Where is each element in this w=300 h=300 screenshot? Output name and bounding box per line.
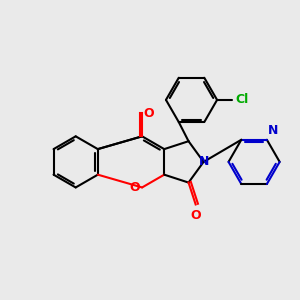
Text: N: N (198, 155, 209, 168)
Text: N: N (268, 124, 279, 137)
Text: O: O (144, 107, 154, 120)
Text: O: O (190, 209, 201, 222)
Text: Cl: Cl (235, 93, 248, 106)
Text: O: O (129, 181, 140, 194)
